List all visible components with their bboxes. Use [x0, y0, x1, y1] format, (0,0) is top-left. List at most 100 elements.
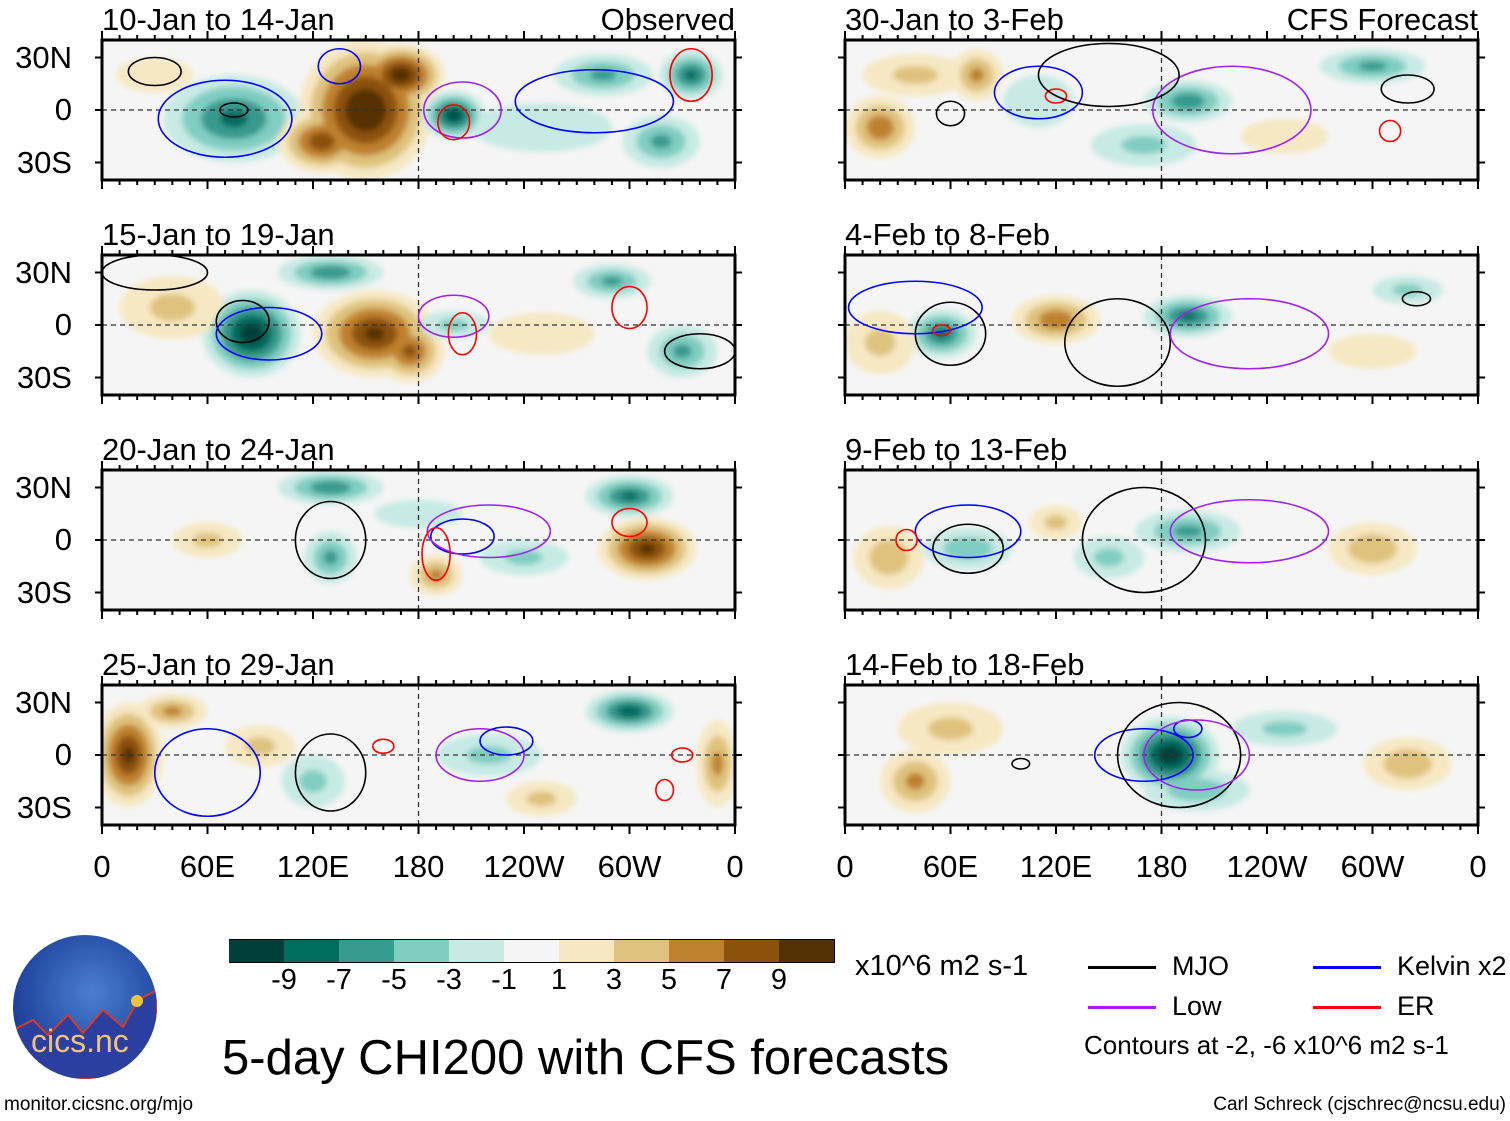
colorbar-label: 5	[660, 964, 678, 996]
negative-anomaly	[684, 70, 698, 80]
negative-anomaly	[1093, 548, 1124, 567]
map-panel	[95, 461, 742, 619]
er-contour	[611, 507, 648, 538]
low-contour	[417, 294, 490, 339]
negative-anomaly	[1121, 136, 1167, 154]
er-contour	[1044, 88, 1068, 104]
negative-anomaly	[466, 746, 512, 764]
er-contour	[932, 324, 952, 337]
negative-anomaly	[471, 103, 612, 152]
positive-anomaly	[116, 57, 194, 93]
mjo-contour	[1081, 486, 1207, 594]
er-contour	[447, 311, 478, 356]
forecast-label: CFS Forecast	[1286, 2, 1478, 37]
kelvin-contour	[317, 47, 362, 85]
longitude-label: 180	[392, 849, 445, 884]
negative-anomaly	[310, 480, 351, 495]
colorbar-swatch	[449, 940, 505, 962]
panel-title: 15-Jan to 19-Jan	[102, 217, 335, 252]
negative-anomaly	[219, 110, 248, 128]
er-contour	[669, 47, 713, 103]
positive-anomaly	[711, 751, 724, 776]
positive-anomaly	[526, 791, 557, 807]
colorbar-label: -5	[381, 964, 407, 996]
longitude-label: 0	[1469, 849, 1487, 884]
colorbar-swatch	[614, 940, 670, 962]
kelvin-contour	[514, 68, 675, 134]
negative-anomaly	[1173, 525, 1203, 537]
latitude-label: 0	[54, 737, 72, 772]
panel-title: 4-Feb to 8-Feb	[845, 217, 1051, 252]
map-panel	[95, 31, 742, 189]
map-panel	[838, 31, 1485, 189]
colorbar-swatch	[779, 940, 834, 962]
kelvin-contour	[430, 518, 495, 555]
negative-anomaly	[505, 550, 543, 565]
mjo-contour	[1037, 42, 1180, 108]
legend-line-er	[1313, 1006, 1381, 1009]
colorbar-swatch	[559, 940, 615, 962]
latitude-label: 0	[54, 307, 72, 342]
logo: cics.nc	[13, 935, 157, 1079]
positive-anomaly	[969, 67, 985, 83]
mjo-contour	[127, 56, 182, 87]
colorbar-swatch	[669, 940, 725, 962]
latitude-label: 30N	[15, 39, 72, 75]
negative-anomaly	[650, 134, 672, 149]
panel-title: 25-Jan to 29-Jan	[102, 647, 335, 682]
mjo-contour	[935, 100, 966, 127]
negative-anomaly	[672, 344, 692, 359]
map-panel	[95, 246, 742, 404]
colorbar-label: -3	[436, 964, 462, 996]
longitude-label: 0	[726, 849, 744, 884]
longitude-label: 60W	[597, 849, 662, 884]
legend-line-kelvin	[1313, 966, 1381, 969]
positive-anomaly	[364, 326, 385, 341]
low-contour	[422, 81, 502, 139]
mjo-contour	[1401, 290, 1432, 307]
kelvin-contour	[847, 280, 983, 335]
colorbar-label: -7	[326, 964, 352, 996]
latitude-label: 30N	[15, 254, 72, 290]
colorbar-label: 3	[605, 964, 623, 996]
latitude-label: 30N	[15, 469, 72, 505]
kelvin-contour	[914, 504, 1022, 559]
positive-anomaly	[869, 540, 909, 575]
latitude-label: 0	[54, 522, 72, 557]
kelvin-contour	[1093, 727, 1194, 783]
positive-anomaly	[865, 329, 896, 356]
negative-anomaly	[448, 111, 459, 120]
low-contour	[1151, 65, 1312, 155]
longitude-label: 120E	[276, 849, 350, 884]
negative-anomaly	[1392, 284, 1423, 296]
kelvin-contour	[153, 727, 262, 818]
negative-anomaly	[601, 276, 623, 287]
map-panel	[838, 461, 1485, 619]
legend-line-low	[1088, 1006, 1156, 1009]
mjo-contour	[102, 255, 209, 291]
latitude-label: 30S	[16, 144, 72, 180]
positive-anomaly	[1348, 534, 1397, 564]
longitude-label: 0	[93, 849, 111, 884]
mjo-contour	[219, 102, 249, 118]
positive-anomaly	[308, 132, 335, 151]
er-contour	[611, 285, 648, 330]
colorbar-swatch	[284, 940, 340, 962]
er-contour	[371, 738, 395, 755]
contour-note: Contours at -2, -6 x10^6 m2 s-1	[1084, 1030, 1449, 1060]
kelvin-contour	[157, 79, 293, 159]
negative-anomaly	[1358, 61, 1387, 72]
er-contour	[655, 778, 675, 802]
colorbar-swatch	[229, 940, 285, 962]
source-url: monitor.cicsnc.org/mjo	[4, 1094, 194, 1115]
colorbar-swatch	[504, 940, 560, 962]
longitude-label: 120W	[1226, 849, 1308, 884]
negative-anomaly	[616, 705, 643, 718]
negative-anomaly	[323, 550, 338, 565]
low-contour	[435, 727, 525, 783]
positive-anomaly	[488, 312, 595, 355]
panel-title: 10-Jan to 14-Jan	[102, 2, 335, 37]
er-contour	[670, 747, 694, 763]
mjo-contour	[215, 299, 270, 344]
observed-label: Observed	[600, 2, 735, 37]
